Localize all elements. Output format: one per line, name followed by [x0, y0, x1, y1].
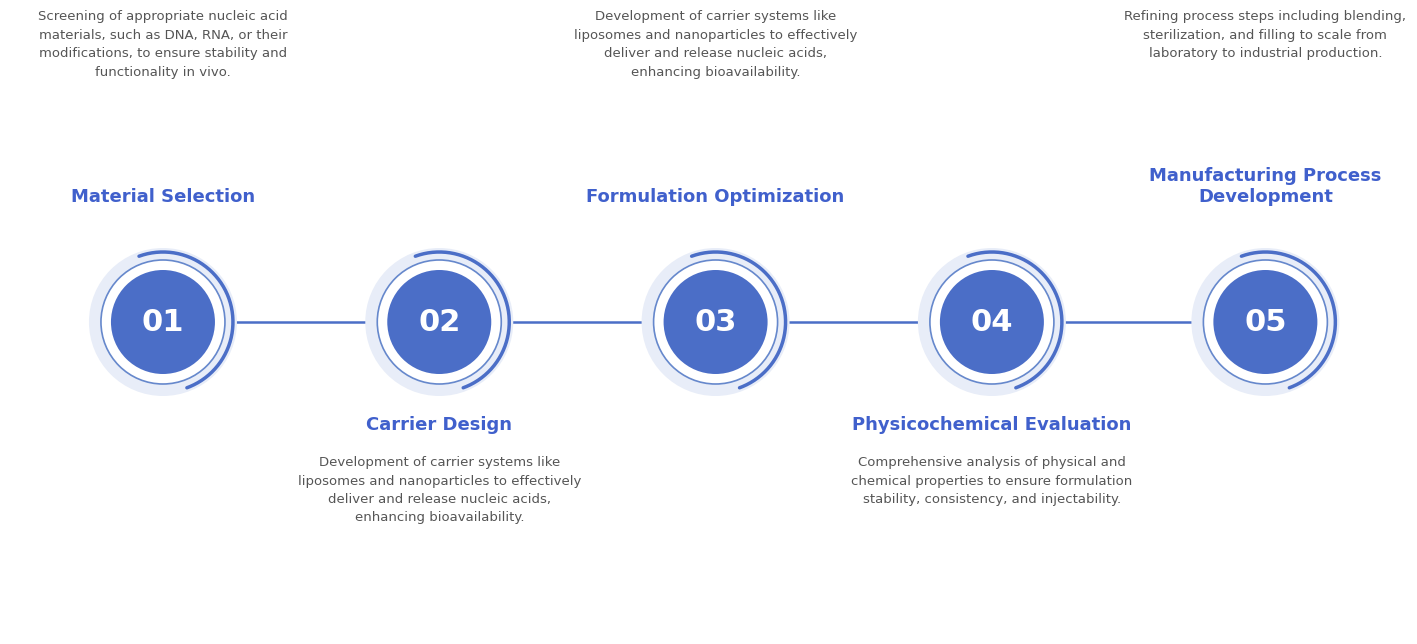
Circle shape	[1213, 270, 1318, 374]
Text: 04: 04	[971, 307, 1013, 337]
Text: Material Selection: Material Selection	[71, 188, 255, 206]
Text: 05: 05	[1244, 307, 1287, 337]
Circle shape	[89, 248, 237, 396]
Text: Screening of appropriate nucleic acid
materials, such as DNA, RNA, or their
modi: Screening of appropriate nucleic acid ma…	[38, 10, 288, 79]
Text: Carrier Design: Carrier Design	[366, 416, 513, 434]
Circle shape	[653, 260, 778, 384]
Circle shape	[918, 248, 1066, 396]
Text: Refining process steps including blending,
sterilization, and filling to scale f: Refining process steps including blendin…	[1124, 10, 1407, 60]
Text: 03: 03	[694, 307, 737, 337]
Circle shape	[366, 248, 513, 396]
Text: 01: 01	[142, 307, 184, 337]
Text: Development of carrier systems like
liposomes and nanoparticles to effectively
d: Development of carrier systems like lipo…	[298, 456, 581, 524]
Circle shape	[642, 248, 789, 396]
Circle shape	[1192, 248, 1339, 396]
Text: Formulation Optimization: Formulation Optimization	[587, 188, 845, 206]
Text: Development of carrier systems like
liposomes and nanoparticles to effectively
d: Development of carrier systems like lipo…	[574, 10, 857, 79]
Text: Comprehensive analysis of physical and
chemical properties to ensure formulation: Comprehensive analysis of physical and c…	[852, 456, 1132, 506]
Circle shape	[939, 270, 1044, 374]
Circle shape	[387, 270, 492, 374]
Circle shape	[930, 260, 1054, 384]
Circle shape	[101, 260, 225, 384]
Circle shape	[663, 270, 768, 374]
Circle shape	[1203, 260, 1328, 384]
Circle shape	[377, 260, 502, 384]
Text: Physicochemical Evaluation: Physicochemical Evaluation	[852, 416, 1132, 434]
Text: Manufacturing Process
Development: Manufacturing Process Development	[1149, 167, 1382, 206]
Text: 02: 02	[418, 307, 461, 337]
Circle shape	[111, 270, 215, 374]
